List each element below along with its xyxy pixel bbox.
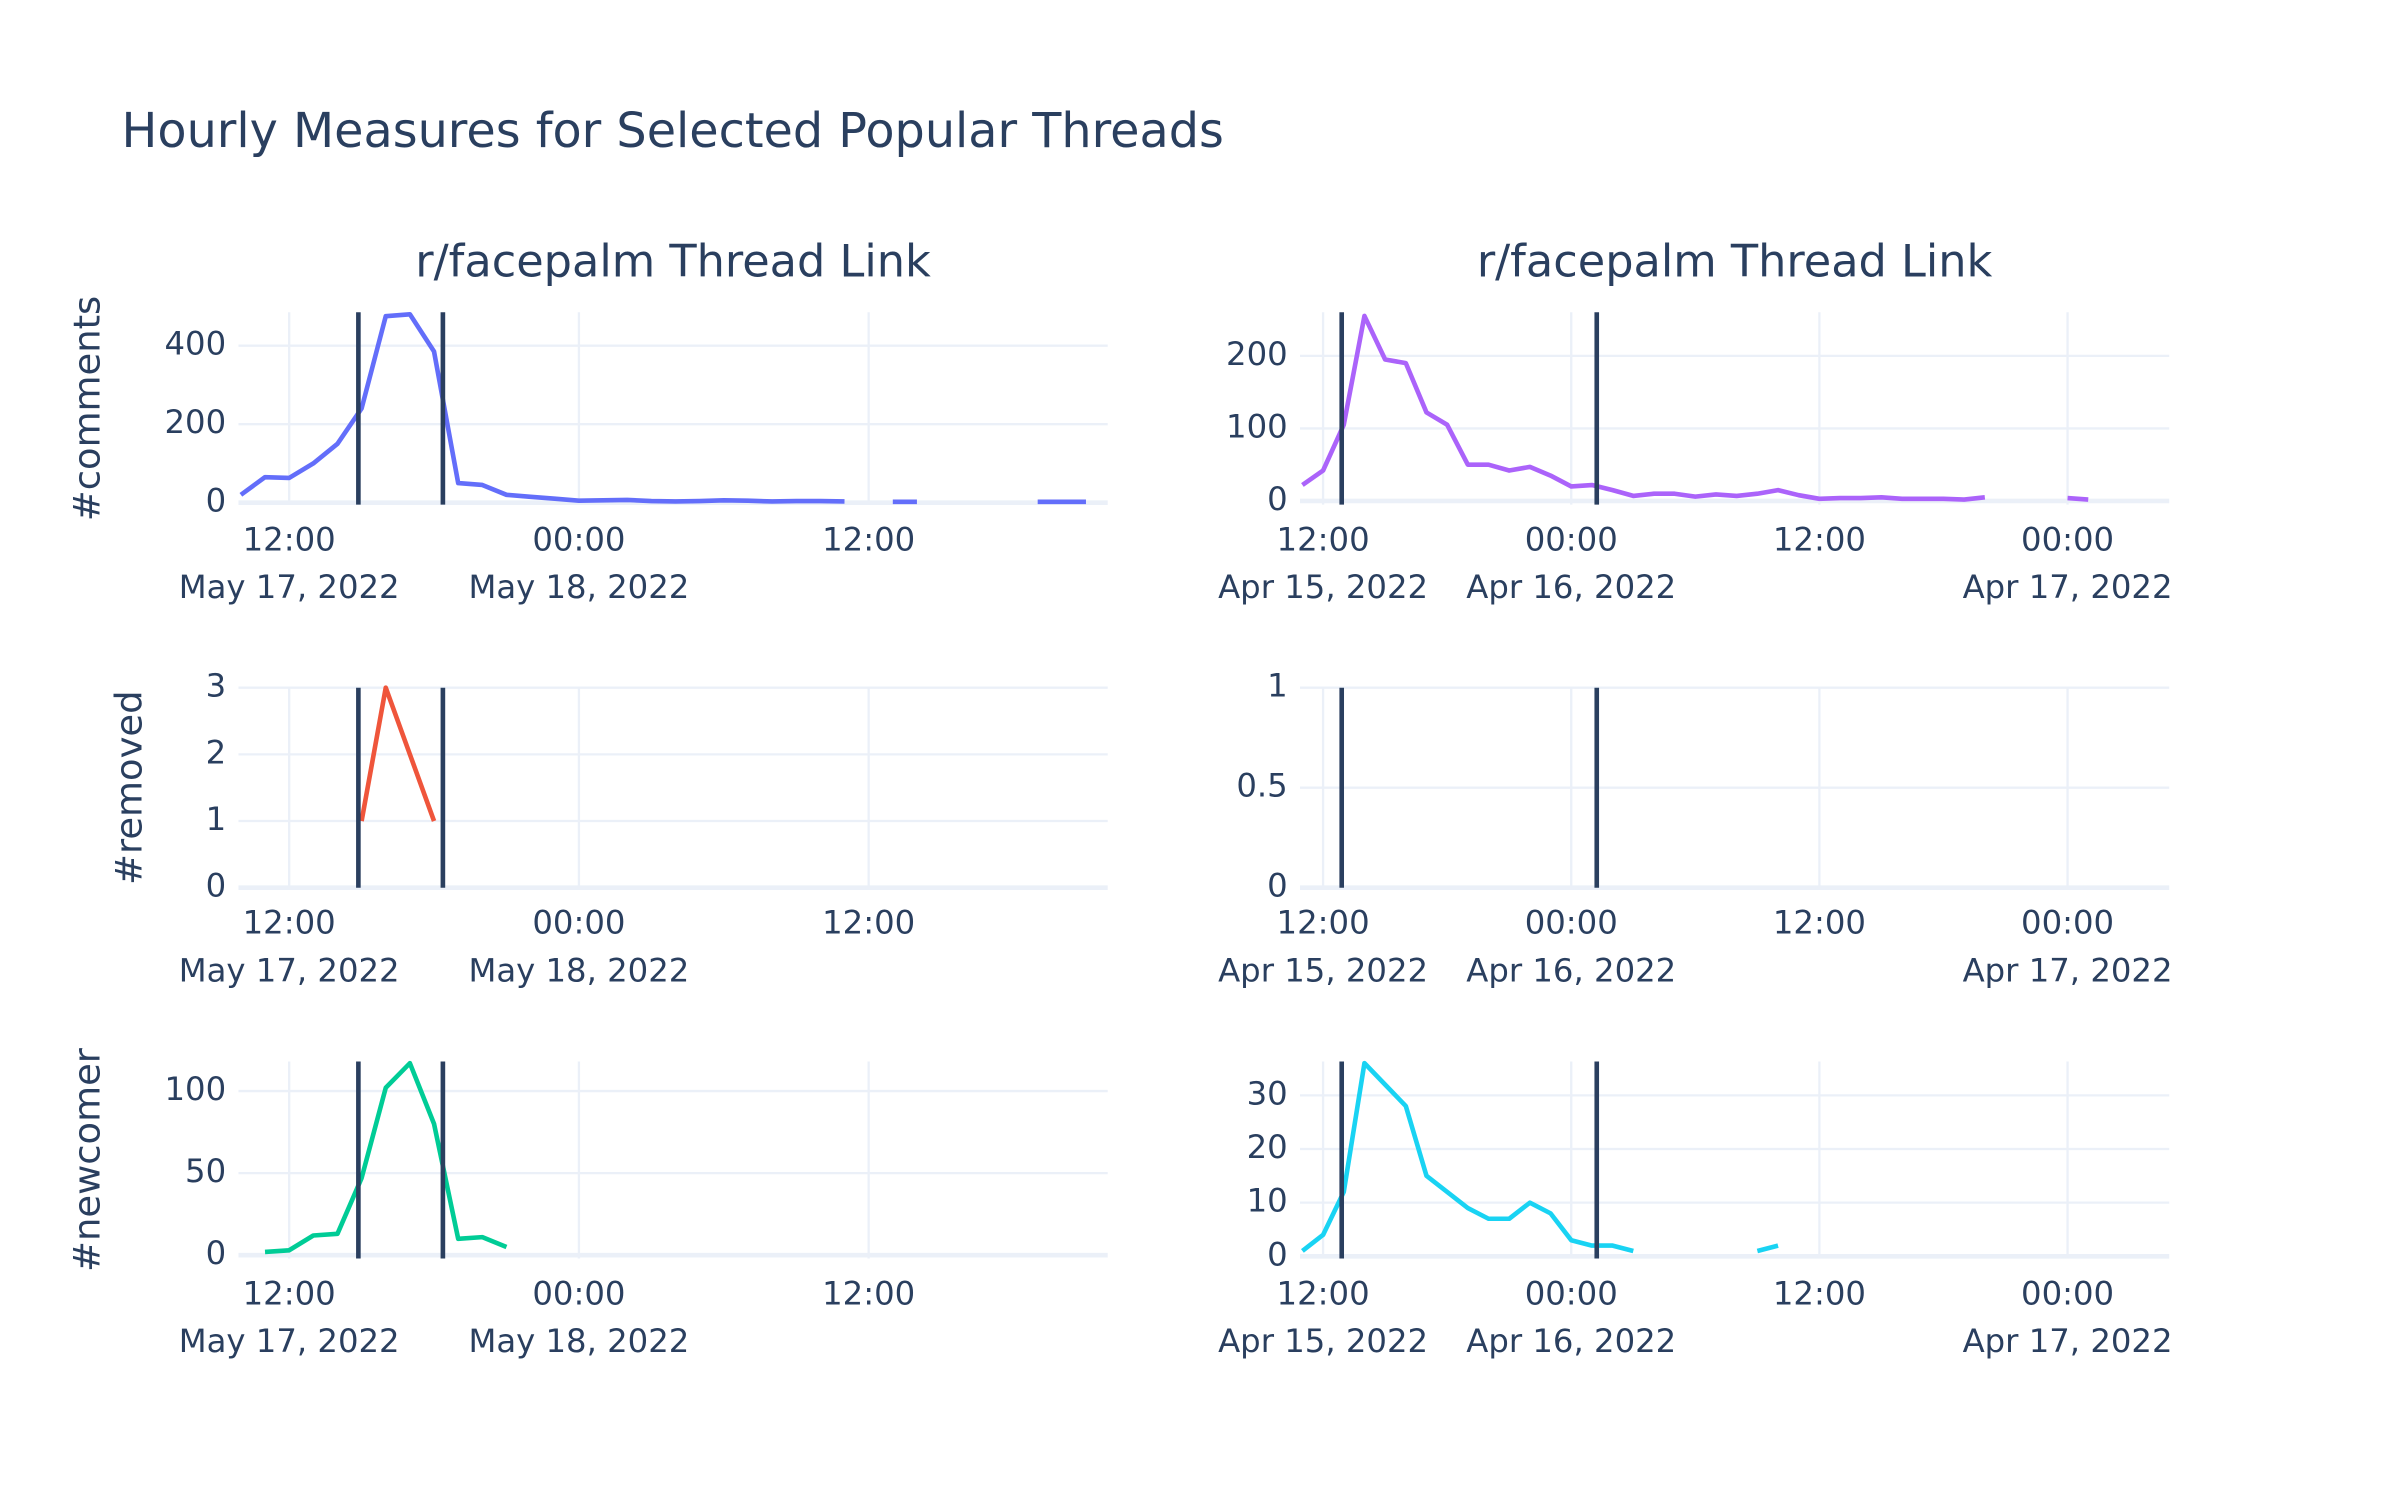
series-line [1300,1060,1779,1254]
y-tick-label: 20 [1247,1128,1288,1166]
series-line [264,1060,508,1255]
x-tick-label: 12:00 [1277,904,1370,942]
series-line [1301,313,2089,502]
y-tick-label: 0 [1267,1235,1288,1273]
x-tick-date: Apr 17, 2022 [1963,1322,2173,1360]
x-tick-label: 00:00 [1525,1274,1618,1312]
y-axis-title: #newcomer [66,1047,109,1272]
x-tick-date: Apr 16, 2022 [1466,1322,1676,1360]
x-tick-date: Apr 16, 2022 [1466,568,1676,606]
y-tick-label: 30 [1247,1074,1288,1112]
figure-title: Hourly Measures for Selected Popular Thr… [122,104,1224,159]
x-tick-label: 12:00 [243,904,336,942]
x-tick-label: 00:00 [1525,904,1618,942]
series-line [359,685,437,822]
subplot-title: r/facepalm Thread Link [1477,236,1993,288]
x-tick-label: 00:00 [2021,521,2114,559]
x-tick-date: May 18, 2022 [468,568,689,606]
x-tick-label: 00:00 [2021,904,2114,942]
y-tick-label: 10 [1247,1182,1288,1220]
x-tick-label: 12:00 [822,904,915,942]
x-tick-date: Apr 15, 2022 [1218,568,1428,606]
y-tick-label: 1 [206,800,227,838]
x-tick-date: Apr 17, 2022 [1963,568,2173,606]
x-tick-label: 12:00 [1773,1274,1866,1312]
x-tick-date: Apr 17, 2022 [1963,951,2173,989]
x-tick-date: May 18, 2022 [468,951,689,989]
x-tick-label: 12:00 [822,521,915,559]
x-tick-label: 12:00 [1277,521,1370,559]
x-tick-date: May 17, 2022 [179,1322,400,1360]
x-tick-date: May 18, 2022 [468,1322,689,1360]
x-tick-label: 00:00 [532,521,625,559]
x-tick-date: Apr 16, 2022 [1466,951,1676,989]
y-tick-label: 200 [1226,335,1288,373]
x-tick-label: 00:00 [532,1274,625,1312]
y-tick-label: 0 [206,867,227,905]
x-tick-label: 12:00 [1773,904,1866,942]
y-tick-label: 0.5 [1236,767,1287,805]
y-tick-label: 50 [185,1152,226,1190]
x-tick-label: 12:00 [243,1274,336,1312]
x-tick-label: 12:00 [822,1274,915,1312]
y-tick-label: 0 [1267,480,1288,518]
x-tick-label: 12:00 [1773,521,1866,559]
x-tick-date: Apr 15, 2022 [1218,1322,1428,1360]
x-tick-date: May 17, 2022 [179,568,400,606]
y-tick-label: 2 [206,733,227,771]
x-tick-date: Apr 15, 2022 [1218,951,1428,989]
y-tick-label: 100 [1226,407,1288,445]
y-tick-label: 400 [164,325,226,363]
y-tick-label: 100 [164,1070,226,1108]
y-tick-label: 1 [1267,667,1288,705]
y-tick-label: 3 [206,667,227,705]
y-tick-label: 0 [206,482,227,520]
y-tick-label: 0 [1267,867,1288,905]
x-tick-label: 00:00 [2021,1274,2114,1312]
subplot-title: r/facepalm Thread Link [415,236,931,288]
y-axis-title: #comments [66,296,109,522]
x-tick-label: 00:00 [1525,521,1618,559]
x-tick-label: 12:00 [1277,1274,1370,1312]
y-tick-label: 200 [164,403,226,441]
y-tick-label: 0 [206,1234,227,1272]
x-tick-date: May 17, 2022 [179,951,400,989]
series-line [239,311,1086,505]
y-axis-title: #removed [107,690,150,885]
x-tick-label: 12:00 [243,521,336,559]
x-tick-label: 00:00 [532,904,625,942]
